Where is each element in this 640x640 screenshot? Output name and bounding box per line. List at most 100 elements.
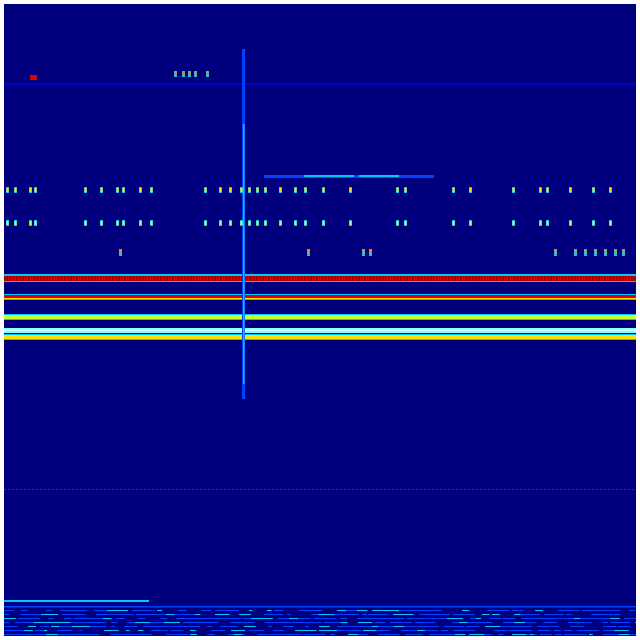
dotted-row [468,489,470,490]
band-texture [271,276,273,281]
band-texture [466,276,468,281]
bottom-noise [58,634,78,635]
signal-blip [175,72,177,76]
bottom-noise [541,618,562,619]
band-texture [247,276,249,281]
dotted-row [196,489,198,490]
signal-blip [540,188,542,192]
signal-blip [151,188,153,192]
signal-blip [7,188,9,192]
dotted-row [268,489,270,490]
bottom-noise [44,630,47,631]
bottom-noise [28,626,36,627]
dotted-row [584,489,586,490]
dotted-row [592,489,594,490]
bottom-noise [338,630,344,631]
band-texture [40,276,42,281]
bottom-noise [478,622,489,623]
bottom-noise [614,614,621,615]
bottom-noise [629,634,636,635]
bottom-noise [190,626,200,627]
dotted-row [560,489,562,490]
bottom-noise [558,610,579,611]
band-texture [610,276,612,281]
bottom-noise [141,634,145,635]
dotted-row [156,489,158,490]
dotted-row [112,489,114,490]
signal-blip [189,72,191,76]
band-texture [199,276,201,281]
signal-blip [295,221,297,225]
band-texture [349,276,351,281]
bottom-noise [469,630,473,631]
dotted-row [544,489,546,490]
horizontal-band [4,335,636,339]
band-texture [163,276,165,281]
bottom-noise [340,614,359,615]
band-texture [187,276,189,281]
bottom-noise [46,610,53,611]
band-texture [37,276,39,281]
band-texture [472,276,474,281]
band-texture [148,276,150,281]
dotted-row [608,489,610,490]
dotted-row [164,489,166,490]
dotted-row [408,489,410,490]
band-texture [292,276,294,281]
signal-blip [241,188,243,192]
dotted-row [352,489,354,490]
bottom-noise [183,622,194,623]
dotted-row [148,489,150,490]
band-texture [568,276,570,281]
band-texture [382,276,384,281]
band-texture [7,276,9,281]
bottom-noise [610,618,620,619]
bottom-noise [284,634,302,635]
bottom-noise [484,634,492,635]
bottom-noise [110,634,133,635]
bottom-noise [283,626,294,627]
band-texture [520,276,522,281]
band-texture [118,276,120,281]
signal-blip [605,250,607,254]
dotted-row [308,489,310,490]
band-texture [172,276,174,281]
bottom-noise [358,622,372,623]
band-texture [184,276,186,281]
dotted-row [484,489,486,490]
bottom-noise [138,618,145,619]
bottom-noise [319,626,330,627]
bottom-noise [30,618,40,619]
dotted-row [212,489,214,490]
bottom-noise [376,630,390,631]
band-texture [580,276,582,281]
dotted-row [280,489,282,490]
bottom-noise [485,626,494,627]
bottom-noise [256,630,264,631]
signal-blip [615,250,617,254]
band-texture [265,276,267,281]
bottom-noise [419,610,439,611]
bottom-noise [608,610,621,611]
bottom-noise [385,634,389,635]
band-texture [571,276,573,281]
signal-blip [610,188,612,192]
band-texture [583,276,585,281]
band-texture [397,276,399,281]
bottom-noise [427,618,447,619]
bottom-noise [462,610,469,611]
dotted-row [304,489,306,490]
dotted-row [328,489,330,490]
dotted-row [32,489,34,490]
band-texture [169,276,171,281]
band-texture [25,276,27,281]
dotted-row [200,489,202,490]
dotted-row [520,489,522,490]
signal-blip [117,188,119,192]
dotted-row [420,489,422,490]
band-texture [355,276,357,281]
band-texture [517,276,519,281]
dotted-row [104,489,106,490]
bottom-noise [268,626,272,627]
signal-blip [30,221,32,225]
